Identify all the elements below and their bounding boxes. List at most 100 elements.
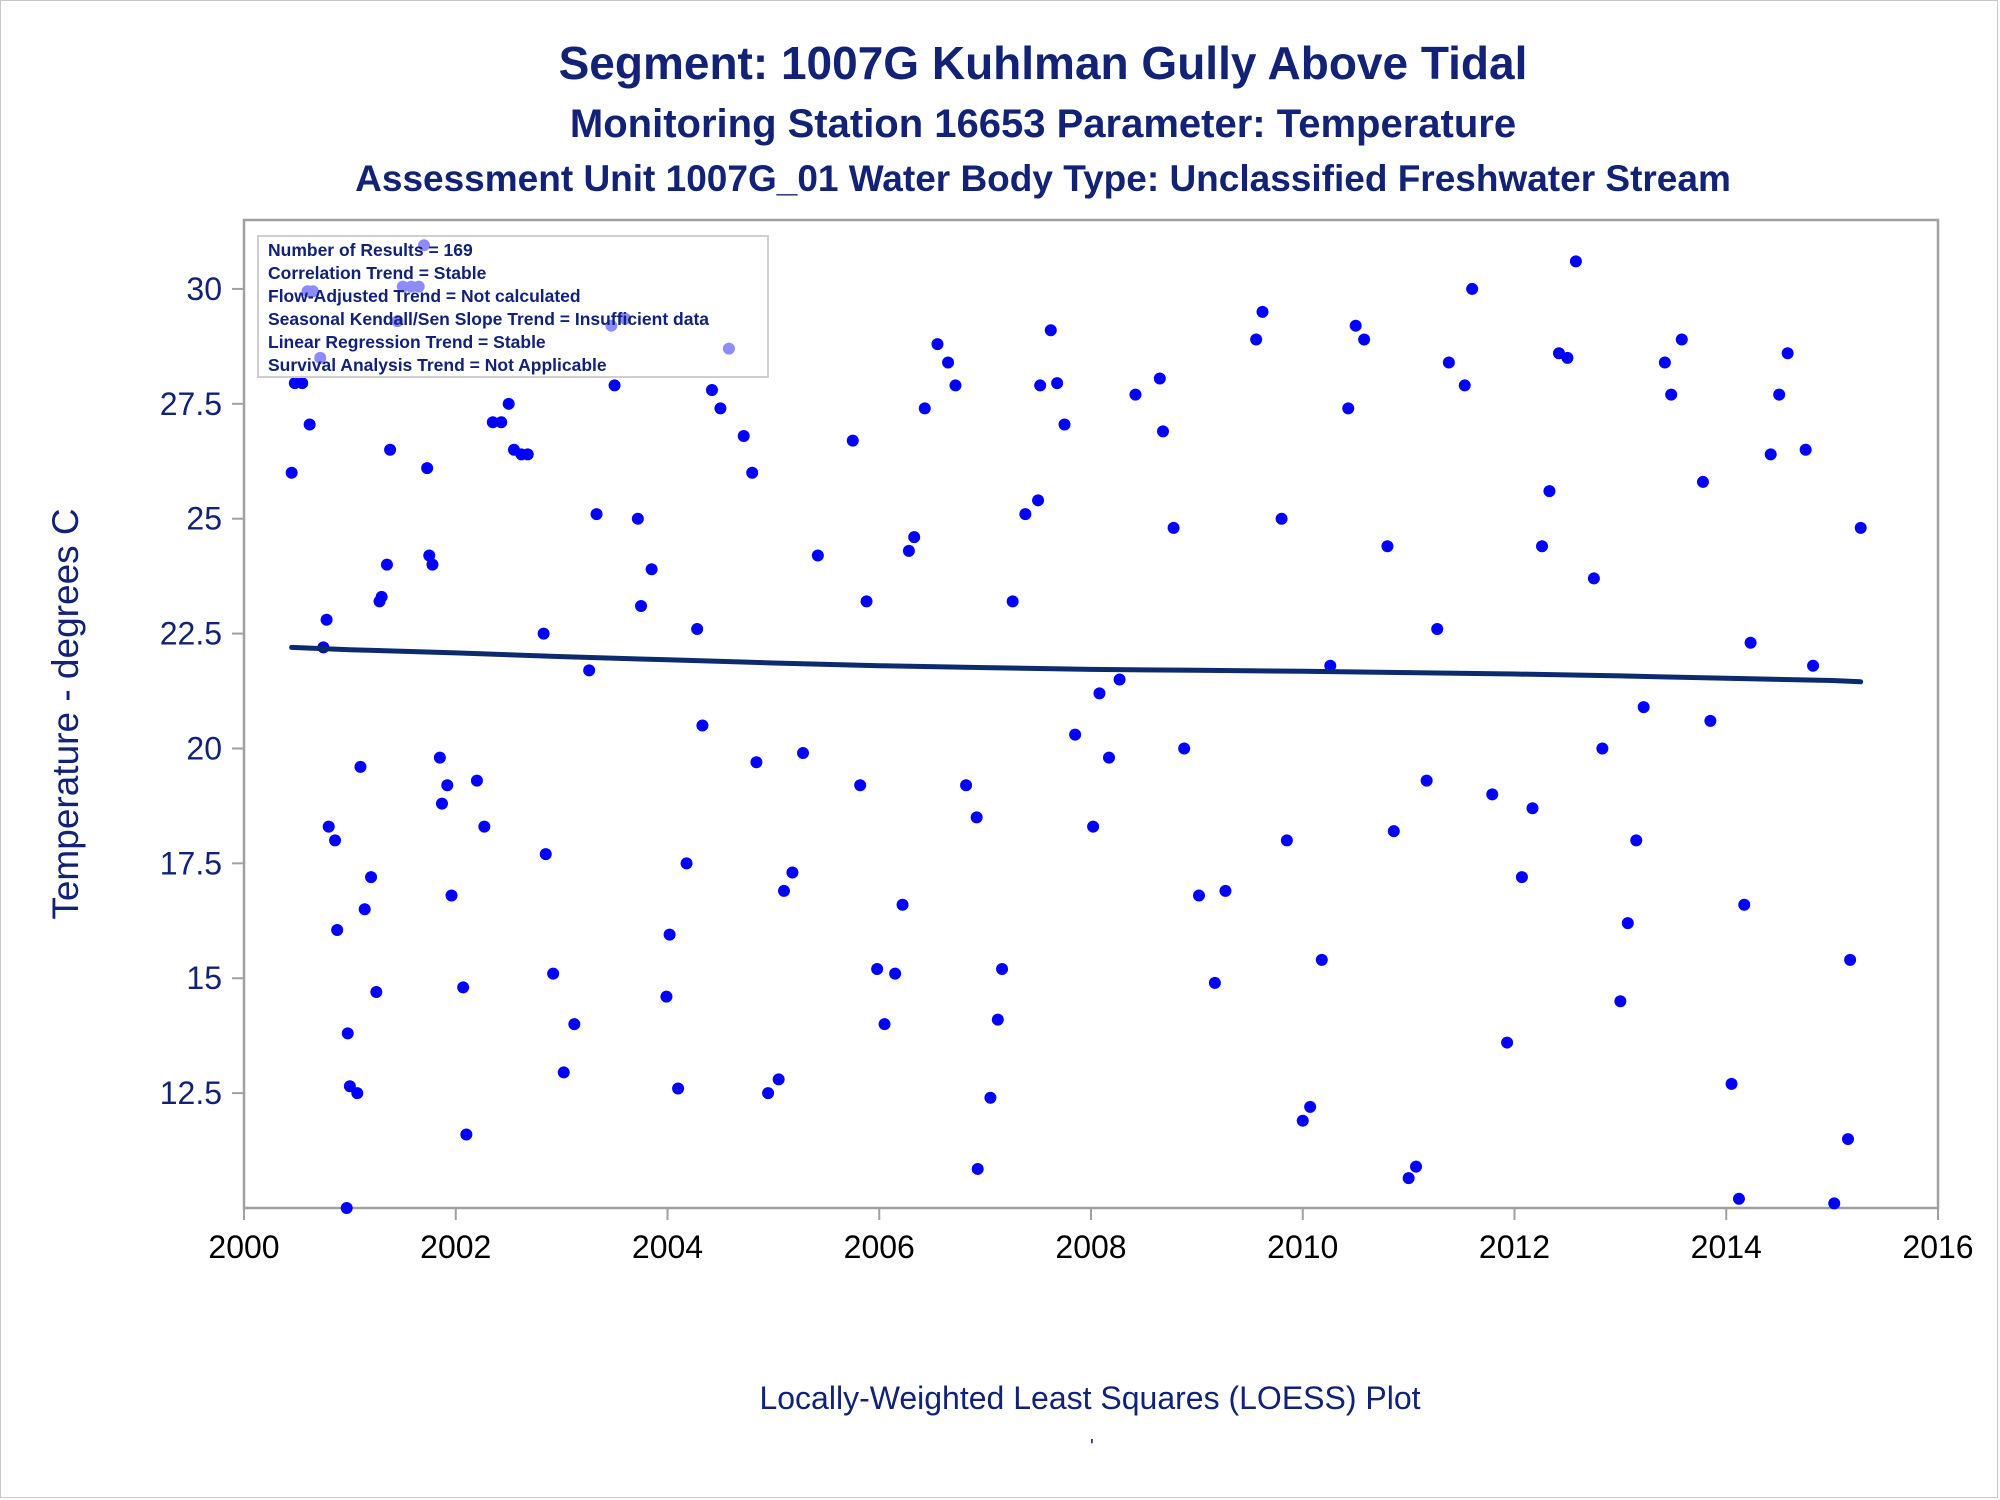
legend-line: Seasonal Kendall/Sen Slope Trend = Insuf… [268, 309, 709, 329]
data-point [1515, 871, 1528, 884]
data-point [1665, 388, 1678, 401]
data-point [1569, 255, 1582, 268]
data-point [1842, 1133, 1855, 1146]
data-point [370, 986, 383, 999]
data-point [380, 558, 393, 571]
data-point [426, 558, 439, 571]
data-point [1536, 540, 1549, 553]
data-point [645, 563, 658, 576]
y-tick-label: 20 [186, 730, 222, 766]
data-point [762, 1087, 775, 1100]
data-point [1854, 521, 1867, 534]
data-point [1387, 825, 1400, 838]
y-tick-label: 22.5 [160, 616, 222, 652]
data-point [445, 889, 458, 902]
y-tick-label: 27.5 [160, 386, 222, 422]
data-point [1458, 379, 1471, 392]
legend-line: Flow-Adjusted Trend = Not calculated [268, 286, 581, 306]
y-tick-label: 25 [186, 501, 222, 537]
data-point [1744, 636, 1757, 649]
data-point [285, 466, 298, 479]
data-point [1250, 333, 1263, 346]
data-point [1844, 953, 1857, 966]
data-point [984, 1091, 997, 1104]
data-point [421, 462, 434, 475]
data-point [460, 1128, 473, 1141]
data-point [1704, 714, 1717, 727]
data-point [996, 963, 1009, 976]
chart-subtitle-assessment: Assessment Unit 1007G_01 Water Body Type… [355, 158, 1731, 199]
data-point [908, 531, 921, 544]
chart-subtitle-station: Monitoring Station 16653 Parameter: Temp… [569, 102, 1517, 146]
data-point [423, 549, 436, 562]
data-point [1324, 659, 1337, 672]
x-tick-label: 2016 [1902, 1229, 1973, 1265]
data-point [1296, 1114, 1309, 1127]
legend-frame [257, 235, 769, 378]
data-point [971, 1162, 984, 1175]
data-point [1349, 319, 1362, 332]
x-tick-label: 2004 [632, 1229, 703, 1265]
data-point [1410, 1160, 1423, 1173]
data-point [322, 820, 335, 833]
data-point [608, 379, 621, 392]
data-point [896, 898, 909, 911]
y-tick-label: 15 [186, 960, 222, 996]
data-point [470, 774, 483, 787]
data-point [1113, 673, 1126, 686]
data-point [1153, 372, 1166, 385]
data-point [521, 448, 534, 461]
data-point [1381, 540, 1394, 553]
data-point [672, 1082, 685, 1095]
data-point [441, 779, 454, 792]
data-point [1006, 595, 1019, 608]
data-point [375, 590, 388, 603]
data-point [1342, 402, 1355, 415]
data-point [502, 397, 515, 410]
x-tick-label: 2010 [1267, 1229, 1338, 1265]
data-point [931, 338, 944, 351]
data-point [1621, 917, 1634, 930]
legend-line: Correlation Trend = Stable [268, 263, 487, 283]
data-point [1256, 305, 1269, 318]
data-point [737, 429, 750, 442]
data-point [1420, 774, 1433, 787]
legend-line: Linear Regression Trend = Stable [268, 332, 546, 352]
data-point [1208, 976, 1221, 989]
data-point [340, 1202, 353, 1214]
data-point [1466, 282, 1479, 295]
data-point [1807, 659, 1820, 672]
data-point [1034, 379, 1047, 392]
data-point [1167, 521, 1180, 534]
data-point [860, 595, 873, 608]
data-point [1725, 1077, 1738, 1090]
data-point [486, 416, 499, 429]
data-point [1275, 512, 1288, 525]
data-point [1637, 701, 1650, 714]
data-point [478, 820, 491, 833]
footnote-mark: ' [1090, 1436, 1094, 1458]
x-tick-label: 2014 [1691, 1229, 1762, 1265]
data-point [746, 466, 759, 479]
data-point [1087, 820, 1100, 833]
data-point [1402, 1172, 1415, 1185]
data-point [1630, 834, 1643, 847]
data-point [660, 990, 673, 1003]
data-point [1019, 508, 1032, 521]
data-point [537, 627, 550, 640]
data-point [1129, 388, 1142, 401]
data-point [1093, 687, 1106, 700]
data-point [750, 756, 763, 769]
data-point [786, 866, 799, 879]
legend-box: Number of Results = 169 Correlation Trend… [257, 235, 769, 378]
data-point [1315, 953, 1328, 966]
y-tick-label: 12.5 [160, 1075, 222, 1111]
data-point [871, 963, 884, 976]
data-point [991, 1013, 1004, 1026]
data-point [1561, 351, 1574, 364]
data-point [1526, 802, 1539, 815]
data-point [1156, 425, 1169, 438]
data-point [631, 512, 644, 525]
data-point [1304, 1100, 1317, 1113]
data-point [1675, 333, 1688, 346]
